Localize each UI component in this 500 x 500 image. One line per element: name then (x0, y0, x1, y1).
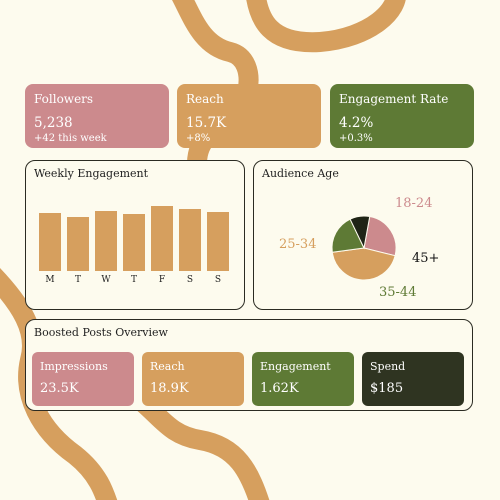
impressions-card[interactable]: Impressions 23.5K (32, 352, 134, 406)
followers-card[interactable]: Followers 5,238 +42 this week (25, 84, 169, 148)
followers-delta: +42 this week (34, 133, 107, 144)
bar-6 (207, 212, 229, 271)
followers-title: Followers (34, 92, 94, 106)
reach-card[interactable]: Reach 15.7K +8% (177, 84, 321, 148)
decorative-swirl-bottom (130, 390, 270, 500)
bar-3 (123, 214, 145, 271)
engagement-rate-title: Engagement Rate (339, 92, 449, 106)
boosted-engagement-card[interactable]: Engagement 1.62K (252, 352, 354, 406)
engagement-rate-value: 4.2% (339, 115, 374, 131)
audience-age-title: Audience Age (262, 167, 339, 180)
spend-title: Spend (370, 360, 406, 373)
bar-5 (179, 209, 201, 271)
engagement-rate-card[interactable]: Engagement Rate 4.2% +0.3% (330, 84, 474, 148)
bar-label-5: S (186, 275, 194, 285)
weekly-engagement-title: Weekly Engagement (34, 167, 149, 180)
followers-value: 5,238 (34, 115, 73, 131)
bar-label-1: T (74, 275, 81, 285)
reach-delta: +8% (186, 133, 211, 144)
bar-1 (67, 216, 89, 271)
spend-card[interactable]: Spend $185 (362, 352, 464, 406)
pie-label-45-plus: 45+ (412, 251, 440, 266)
boosted-posts-title: Boosted Posts Overview (34, 326, 168, 339)
pie-label-25-34: 25-34 (279, 237, 317, 252)
bar-4 (151, 205, 173, 271)
boosted-reach-value: 18.9K (150, 381, 189, 396)
bar-label-6: S (214, 275, 222, 285)
pie-slice-3 (349, 215, 371, 250)
boosted-engagement-value: 1.62K (260, 381, 299, 396)
boosted-reach-title: Reach (150, 360, 185, 373)
pie-slice-2 (331, 218, 365, 253)
audience-age-panel: Audience Age 18-24 25-34 35-44 45+ (253, 160, 473, 310)
bar-0 (39, 213, 61, 271)
bar-label-4: F (158, 275, 166, 285)
bar-2 (95, 211, 117, 271)
bar-label-2: W (101, 275, 111, 285)
boosted-reach-card[interactable]: Reach 18.9K (142, 352, 244, 406)
bar-label-0: M (45, 275, 55, 285)
engagement-rate-delta: +0.3% (339, 133, 373, 144)
bar-label-3: T (130, 275, 137, 285)
reach-title: Reach (186, 92, 224, 106)
decorative-swirl-top (246, 0, 406, 53)
pie-label-35-44: 35-44 (379, 285, 417, 300)
audience-age-pie-chart (331, 215, 397, 281)
weekly-engagement-panel: Weekly Engagement M T W T F S S (25, 160, 245, 310)
boosted-posts-panel: Boosted Posts Overview Impressions 23.5K… (25, 319, 473, 411)
spend-value: $185 (370, 381, 404, 396)
reach-value: 15.7K (186, 115, 227, 131)
pie-slice-1 (331, 247, 396, 281)
impressions-title: Impressions (40, 360, 108, 373)
boosted-engagement-title: Engagement (260, 360, 331, 373)
pie-slice-0 (363, 215, 397, 257)
pie-label-18-24: 18-24 (395, 196, 433, 211)
impressions-value: 23.5K (40, 381, 79, 396)
